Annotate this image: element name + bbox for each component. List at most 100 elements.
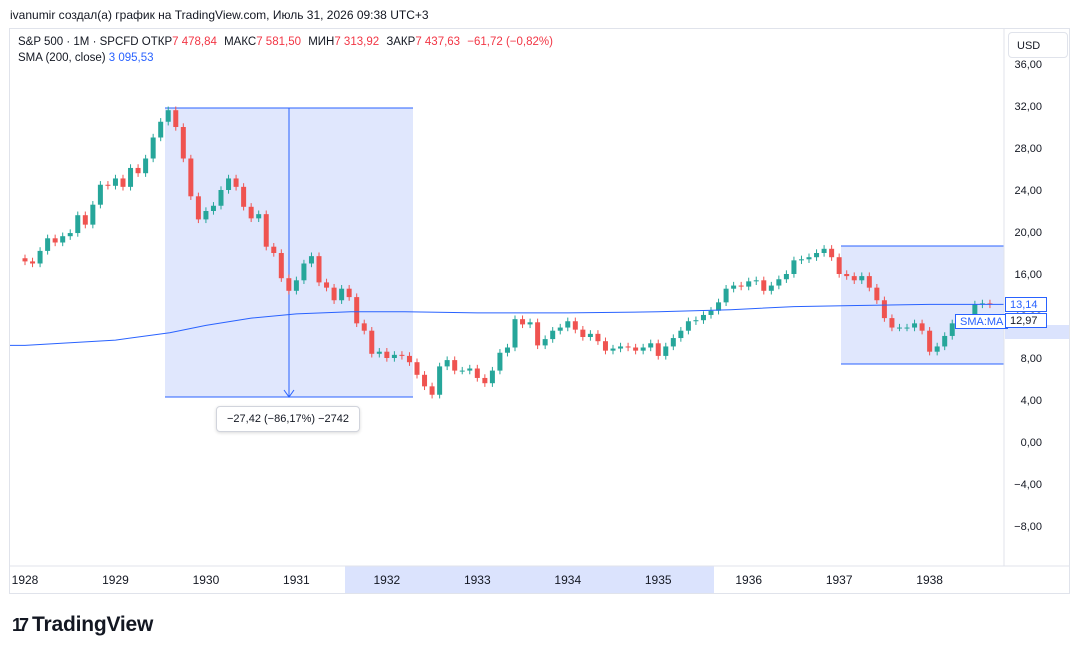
candle-body: [414, 362, 420, 375]
currency-button[interactable]: USD: [1008, 32, 1068, 58]
candle-body: [82, 215, 88, 225]
candle-body: [648, 343, 654, 348]
time-tick-label: 1936: [735, 573, 762, 587]
candle-body: [233, 178, 239, 187]
candle-body: [927, 330, 933, 352]
time-tick-label: 1931: [283, 573, 310, 587]
price-tick-label: −4,00: [1014, 479, 1042, 491]
price-tick-label: 16,00: [1014, 269, 1042, 281]
time-tick-label: 1929: [102, 573, 129, 587]
candle-body: [753, 280, 759, 282]
indicator-legend[interactable]: SMA (200, close) 3 095,53: [18, 52, 154, 64]
low-label: МИН: [308, 36, 335, 48]
sma-tag-badge: SMA:MA: [955, 314, 1009, 329]
time-tick-label: 1938: [916, 573, 943, 587]
candle-body: [678, 330, 684, 339]
candle-body: [301, 263, 307, 281]
open-value: 7 478,84: [172, 36, 217, 48]
open-label: ОТКР: [141, 36, 173, 48]
candle-body: [339, 288, 345, 301]
candle-body: [173, 110, 179, 127]
price-axis[interactable]: 36,0032,0028,0024,0020,0016,0012,008,004…: [1014, 59, 1042, 533]
candle-body: [497, 352, 503, 371]
indicator-label: SMA (200, close): [18, 52, 106, 64]
time-tick-label: 1932: [374, 573, 401, 587]
candle-body: [218, 190, 224, 206]
candle-body: [75, 215, 81, 234]
candle-body: [889, 318, 895, 328]
candle-body: [693, 320, 699, 322]
candle-body: [369, 330, 375, 354]
candle-body: [459, 370, 465, 372]
price-tick-label: 32,00: [1014, 101, 1042, 113]
candle-body: [376, 351, 382, 354]
high-value: 7 581,50: [256, 36, 301, 48]
candle-body: [195, 196, 201, 220]
candle-body: [331, 287, 337, 301]
symbol-legend[interactable]: S&P 500 · 1M · SPCFD ОТКР7 478,84 МАКС7 …: [18, 36, 557, 48]
candle-body: [97, 184, 103, 205]
time-highlight-range: [345, 566, 714, 593]
price-tick-label: 24,00: [1014, 185, 1042, 197]
candle-body: [165, 110, 171, 122]
candle-body: [180, 127, 186, 159]
candle-body: [324, 282, 330, 288]
high-label: МАКС: [224, 36, 257, 48]
candle-body: [188, 158, 194, 197]
candle-body: [467, 368, 473, 371]
sma-line: [10, 303, 1004, 346]
candle-body: [700, 314, 706, 321]
candle-body: [723, 288, 729, 303]
candle-body: [210, 205, 216, 211]
candle-body: [934, 346, 940, 352]
candle-body: [105, 184, 111, 186]
tradingview-logo-icon: 17: [12, 614, 29, 635]
chart-attribution: ivanumir создал(а) график на TradingView…: [10, 8, 429, 22]
candle-body: [406, 355, 412, 363]
candle-body: [158, 121, 164, 138]
candle-body: [919, 323, 925, 331]
candle-body: [248, 206, 254, 219]
candle-body: [708, 310, 714, 315]
candle-body: [580, 329, 586, 337]
candle-body: [22, 258, 28, 262]
measure-arrow-head: [283, 389, 295, 398]
candle-body: [618, 346, 624, 349]
candle-body: [655, 343, 661, 356]
candle-body: [602, 341, 608, 351]
candle-body: [286, 278, 292, 291]
candle-body: [949, 323, 955, 336]
candle-body: [527, 322, 533, 325]
candle-body: [572, 321, 578, 330]
candle-body: [112, 178, 118, 186]
candle-body: [821, 248, 827, 253]
tradingview-logo[interactable]: 17 TradingView: [12, 612, 153, 638]
candle-body: [746, 281, 752, 287]
candle-body: [972, 304, 978, 323]
candle-body: [685, 321, 691, 331]
candle-body: [399, 354, 405, 356]
candle-body: [595, 333, 601, 342]
candle-body: [520, 319, 526, 325]
candle-body: [542, 339, 548, 346]
candle-body: [308, 256, 314, 264]
time-tick-label: 1935: [645, 573, 672, 587]
candle-body: [881, 300, 887, 319]
candle-body: [52, 238, 58, 243]
candle-body: [912, 323, 918, 328]
price-tick-label: 4,00: [1021, 395, 1042, 407]
time-axis[interactable]: 1928 1929 1930 1931 1932 1933 1934 1935 1936 1937…: [12, 573, 944, 587]
candle-body: [90, 204, 96, 225]
time-tick-label: 1934: [554, 573, 581, 587]
candle-body: [535, 322, 541, 346]
candle-body: [610, 348, 616, 351]
candle-body: [474, 368, 480, 378]
candle-body: [896, 327, 902, 329]
price-tick-label: 28,00: [1014, 143, 1042, 155]
candle-body: [422, 374, 428, 387]
price-tick-label: 36,00: [1014, 59, 1042, 71]
candle-body: [452, 360, 458, 371]
candle-body: [67, 233, 73, 237]
candle-body: [791, 260, 797, 274]
